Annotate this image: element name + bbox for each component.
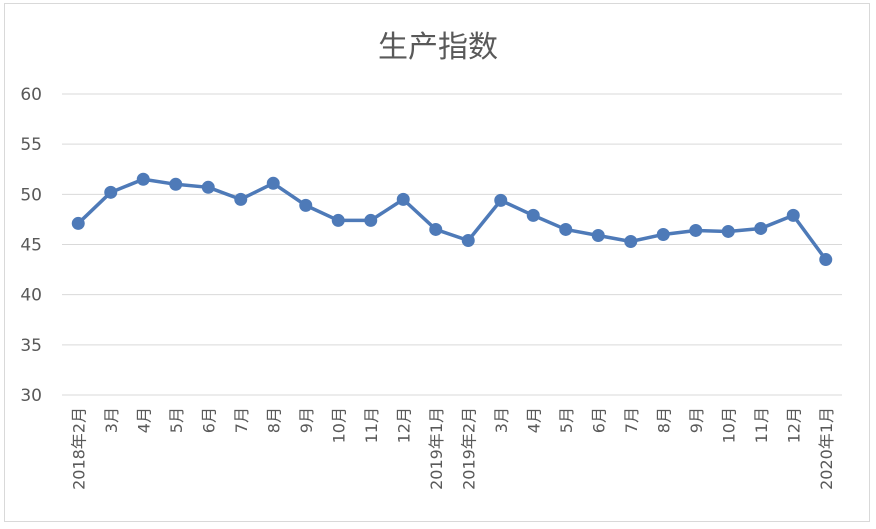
x-tick-label: 11月 (362, 407, 381, 443)
data-point (364, 213, 378, 227)
data-point (494, 193, 508, 207)
data-point (624, 234, 638, 248)
data-point (299, 198, 313, 212)
x-tick-label: 3月 (102, 407, 121, 433)
x-tick-label: 10月 (719, 407, 738, 443)
x-tick-label: 12月 (784, 407, 803, 443)
data-point (656, 227, 670, 241)
y-tick-label: 45 (20, 236, 42, 256)
y-tick-label: 55 (20, 135, 42, 155)
y-tick-label: 40 (20, 286, 42, 306)
chart-title: 生产指数 (378, 30, 498, 65)
x-tick-label: 10月 (329, 407, 348, 443)
x-tick-label: 6月 (199, 407, 218, 433)
x-tick-label: 12月 (394, 407, 413, 443)
data-point (819, 253, 833, 267)
data-point (754, 221, 768, 235)
y-tick-label: 50 (20, 185, 42, 205)
x-tick-label: 7月 (232, 407, 251, 433)
x-tick-label: 11月 (752, 407, 771, 443)
data-point (136, 172, 150, 186)
x-tick-label: 3月 (492, 407, 511, 433)
data-point (169, 177, 183, 191)
x-tick-label: 2019年1月 (427, 407, 446, 490)
data-point (591, 228, 605, 242)
x-tick-label: 4月 (524, 407, 543, 433)
data-point (786, 208, 800, 222)
x-tick-label: 7月 (622, 407, 641, 433)
data-point (331, 213, 345, 227)
data-point (396, 192, 410, 206)
x-tick-label: 6月 (589, 407, 608, 433)
x-tick-label: 4月 (134, 407, 153, 433)
data-point (461, 233, 475, 247)
data-point (429, 222, 443, 236)
data-point (266, 176, 280, 190)
data-point (71, 216, 85, 230)
x-tick-label: 5月 (167, 407, 186, 433)
x-tick-label: 8月 (654, 407, 673, 433)
data-point (689, 223, 703, 237)
x-tick-label: 9月 (297, 407, 316, 433)
x-tick-label: 2019年2月 (459, 407, 478, 490)
x-tick-label: 8月 (264, 407, 283, 433)
series-line (76, 177, 828, 262)
data-point (201, 180, 215, 194)
data-point (104, 185, 118, 199)
y-tick-label: 30 (20, 386, 42, 406)
data-point (559, 222, 573, 236)
x-tick-label: 5月 (557, 407, 576, 433)
x-tick-label: 2018年2月 (69, 407, 88, 490)
x-tick-label: 9月 (687, 407, 706, 433)
x-tick-label: 2020年1月 (817, 407, 836, 490)
chart-frame (4, 3, 870, 522)
data-point (721, 224, 735, 238)
y-tick-label: 35 (20, 336, 42, 356)
data-point (234, 192, 248, 206)
y-tick-label: 60 (20, 85, 42, 105)
data-point (526, 208, 540, 222)
